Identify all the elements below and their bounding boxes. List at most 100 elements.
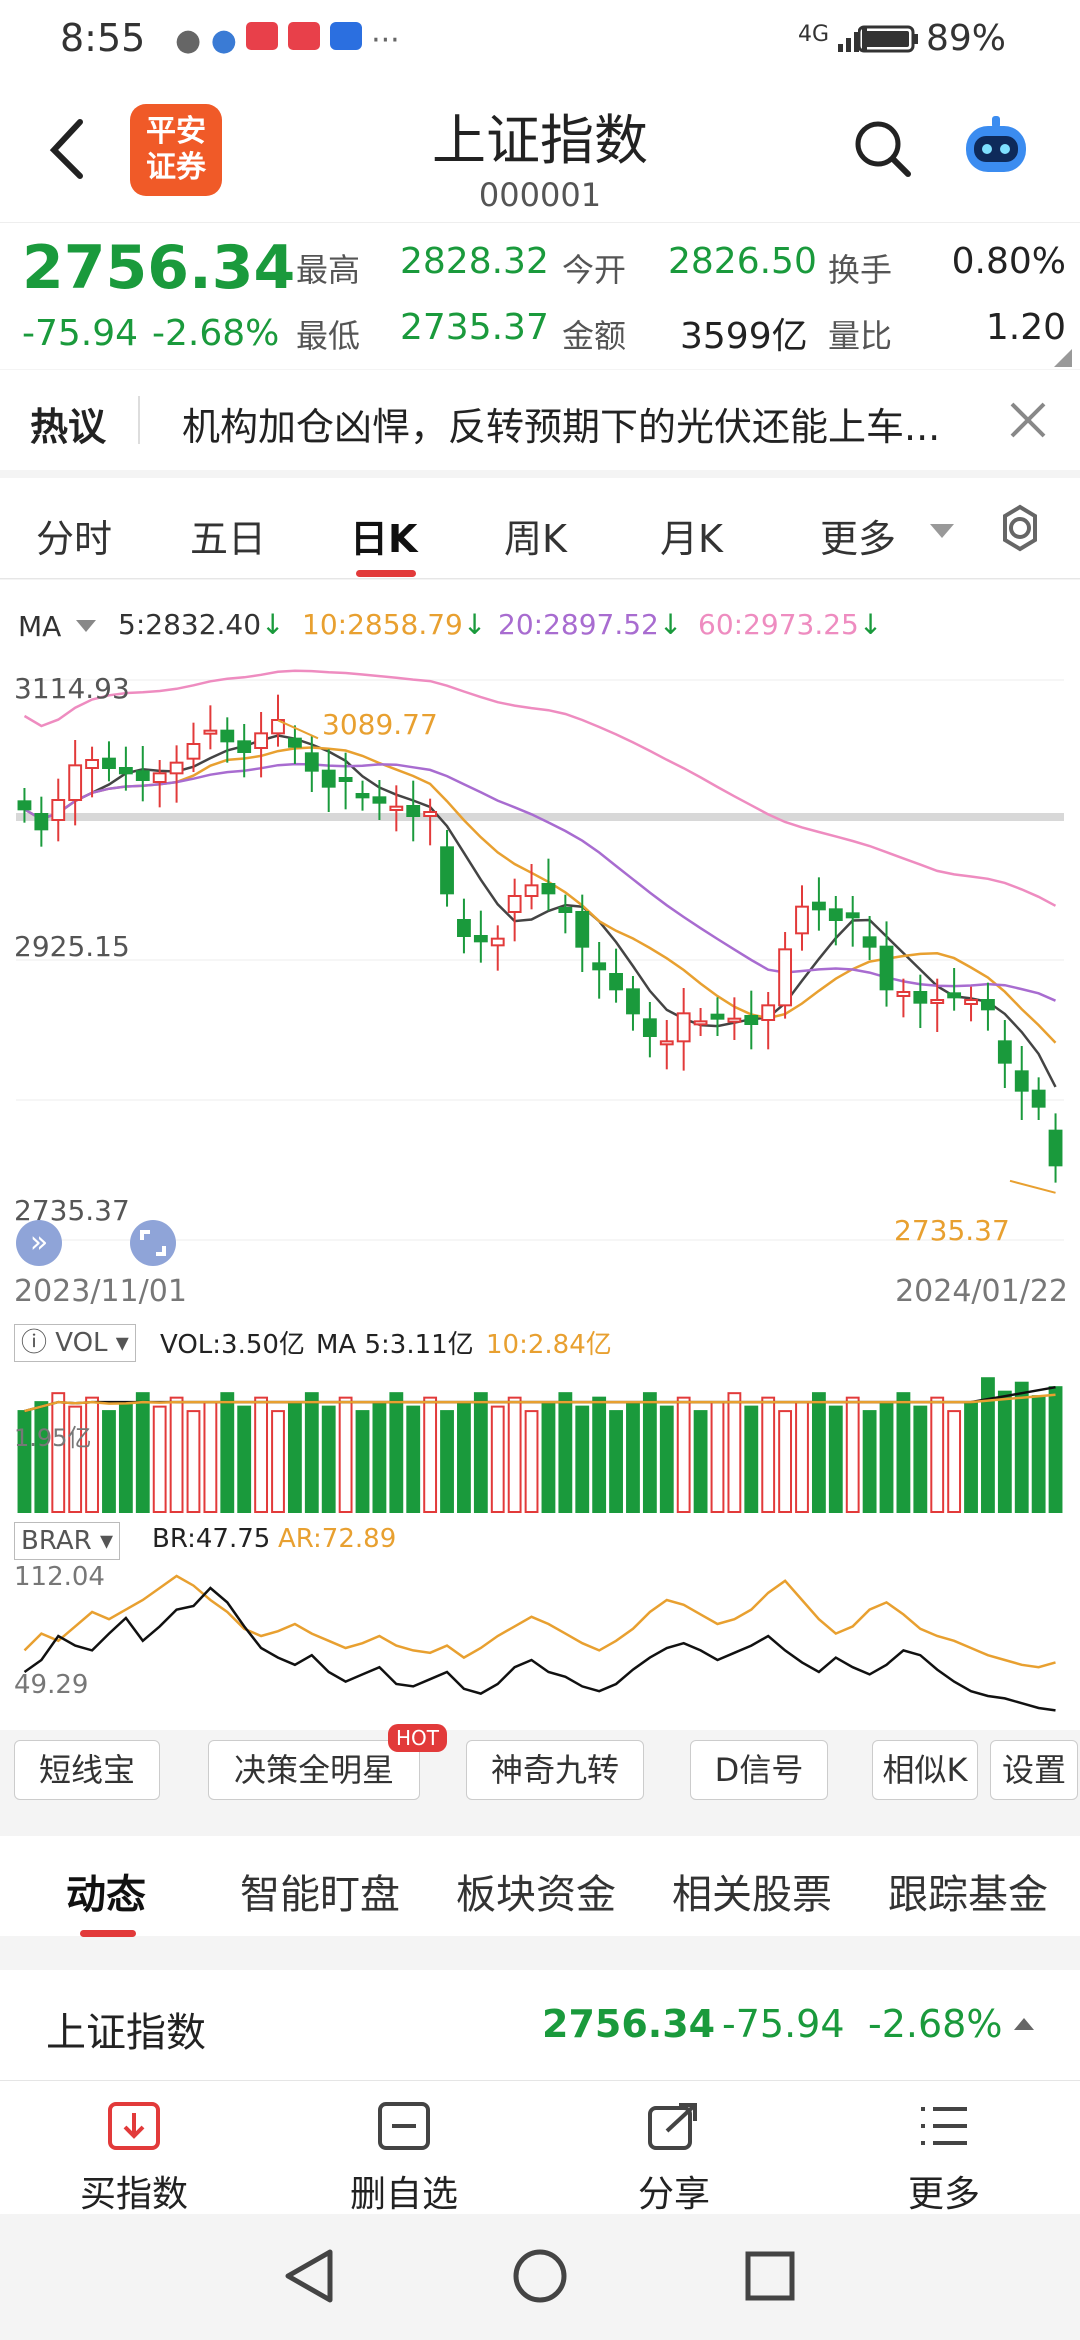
chevron-up-icon[interactable] bbox=[1014, 2018, 1034, 2030]
candle-body bbox=[85, 759, 99, 769]
tool-settings[interactable]: 设置 bbox=[990, 1740, 1078, 1800]
candle-body bbox=[490, 937, 505, 947]
volume-bar bbox=[85, 1396, 99, 1514]
share-icon bbox=[648, 2103, 697, 2150]
volume-bar bbox=[440, 1410, 454, 1514]
nav-recents-icon[interactable] bbox=[744, 2250, 796, 2302]
tool-short-term[interactable]: 短线宝 bbox=[14, 1740, 160, 1800]
volume-bar bbox=[271, 1410, 285, 1514]
chart-panel[interactable]: MA 5:2832.40↓ 10:2858.79↓ 20:2897.52↓ 60… bbox=[0, 580, 1080, 1730]
volume-bar bbox=[778, 1410, 793, 1514]
more-label: 更多 bbox=[907, 2174, 980, 2215]
search-icon[interactable] bbox=[852, 118, 912, 178]
candle-body bbox=[51, 799, 66, 821]
volume-bar bbox=[102, 1410, 116, 1514]
tab-related-stocks[interactable]: 相关股票 bbox=[672, 1872, 832, 1918]
candle-body bbox=[795, 905, 809, 935]
candle-body bbox=[930, 999, 945, 1004]
volume-bar bbox=[930, 1396, 945, 1514]
volume-bar bbox=[457, 1401, 471, 1513]
br-value: BR:47.75 bbox=[152, 1524, 271, 1554]
robot-assistant-icon[interactable] bbox=[960, 112, 1032, 182]
candle-body bbox=[676, 1012, 691, 1043]
tab-five-day[interactable]: 五日 bbox=[190, 517, 267, 561]
tab-weekly-k[interactable]: 周K bbox=[504, 517, 567, 561]
volume-bar bbox=[507, 1396, 522, 1514]
low-value: 2735.37 bbox=[400, 307, 549, 348]
nav-home-icon[interactable] bbox=[512, 2248, 568, 2304]
ma20-line bbox=[23, 762, 1057, 1002]
active-tab-indicator bbox=[80, 1930, 136, 1937]
tab-smart-watch[interactable]: 智能盯盘 bbox=[240, 1872, 400, 1918]
candle-body bbox=[828, 908, 843, 922]
quote-panel: 2756.34 -75.94 -2.68% 最高 2828.32 今开 2826… bbox=[0, 222, 1080, 369]
volume-bar bbox=[541, 1401, 556, 1513]
ma60-line bbox=[23, 669, 1057, 907]
ma-label[interactable]: MA bbox=[18, 610, 62, 643]
back-icon[interactable] bbox=[38, 112, 98, 182]
candle-body bbox=[102, 757, 116, 770]
browser-icon: ● bbox=[210, 23, 237, 58]
price-change: -75.94 bbox=[22, 313, 139, 354]
expand-sidebar-icon[interactable]: » bbox=[16, 1220, 62, 1266]
ma5-value: 5:2832.40↓ bbox=[118, 608, 285, 641]
chevron-down-icon[interactable] bbox=[76, 620, 96, 632]
turnover-label: 换手 bbox=[828, 251, 893, 289]
volume-bar bbox=[34, 1401, 49, 1513]
candle-body bbox=[254, 732, 269, 749]
candle-body bbox=[524, 884, 539, 898]
battery-percent: 89% bbox=[926, 18, 1007, 59]
candle-body bbox=[811, 901, 826, 911]
candle-body bbox=[862, 936, 877, 948]
volume-bar bbox=[795, 1401, 809, 1513]
tab-tracking-funds[interactable]: 跟踪基金 bbox=[888, 1872, 1048, 1918]
remove-watchlist-button[interactable]: 删自选 bbox=[304, 2101, 504, 2217]
tool-d-signal[interactable]: D信号 bbox=[690, 1740, 828, 1800]
buy-index-button[interactable]: 买指数 bbox=[34, 2101, 234, 2217]
hot-headline[interactable]: 机构加仓凶悍，反转预期下的光伏还能上车... bbox=[182, 405, 941, 449]
brar-indicator-select[interactable]: BRAR ▾ bbox=[14, 1522, 121, 1560]
battery-icon bbox=[857, 24, 918, 54]
candle-body bbox=[964, 999, 978, 1005]
volume-bar bbox=[406, 1405, 421, 1513]
tab-intraday[interactable]: 分时 bbox=[36, 517, 113, 561]
candle-body bbox=[423, 811, 438, 817]
tool-decision-star[interactable]: 决策全明星 bbox=[208, 1740, 420, 1800]
close-icon[interactable] bbox=[1006, 398, 1050, 442]
nav-back-icon[interactable] bbox=[282, 2248, 336, 2304]
volume-bar bbox=[152, 1405, 167, 1513]
tool-magic-nine[interactable]: 神奇九转 bbox=[466, 1740, 644, 1800]
candle-body bbox=[473, 935, 488, 943]
tab-sector-funds[interactable]: 板块资金 bbox=[456, 1872, 616, 1918]
more-button[interactable]: 更多 bbox=[844, 2101, 1044, 2217]
volume-bar bbox=[118, 1401, 133, 1513]
wechat-icon: ● bbox=[175, 23, 202, 58]
candle-body bbox=[1031, 1089, 1046, 1108]
candle-body bbox=[845, 912, 860, 919]
candle-body bbox=[913, 991, 928, 1004]
hot-discussion-bar[interactable]: 热议 机构加仓凶悍，反转预期下的光伏还能上车... bbox=[0, 370, 1080, 470]
tab-monthly-k[interactable]: 月K bbox=[660, 517, 723, 561]
kline-chart[interactable] bbox=[0, 580, 1080, 1730]
candle-body bbox=[609, 973, 623, 991]
tab-news[interactable]: 动态 bbox=[66, 1872, 146, 1918]
tab-more[interactable]: 更多 bbox=[820, 517, 897, 561]
ar-value: AR:72.89 bbox=[278, 1524, 397, 1554]
open-value: 2826.50 bbox=[668, 241, 817, 282]
vol-indicator-select[interactable]: ⓘ VOL ▾ bbox=[14, 1324, 136, 1362]
candle-body bbox=[541, 883, 556, 895]
volume-bar bbox=[524, 1410, 539, 1514]
gear-icon[interactable] bbox=[996, 504, 1044, 552]
index-quote-row[interactable]: 上证指数 2756.34 -75.94 -2.68% bbox=[0, 1970, 1080, 2080]
volume-bar bbox=[186, 1410, 201, 1514]
vol-axis: 1.95亿 bbox=[14, 1424, 92, 1452]
index-name: 上证指数 bbox=[46, 2010, 206, 2056]
volume-bar bbox=[1031, 1395, 1046, 1513]
fullscreen-icon[interactable] bbox=[130, 1220, 176, 1266]
expand-corner-icon[interactable] bbox=[1054, 349, 1072, 367]
ma5-line bbox=[23, 734, 1057, 1088]
tab-daily-k[interactable]: 日K bbox=[350, 517, 418, 561]
chevron-down-icon[interactable] bbox=[930, 524, 954, 538]
tool-similar-k[interactable]: 相似K bbox=[872, 1740, 978, 1800]
share-button[interactable]: 分享 bbox=[574, 2101, 774, 2217]
